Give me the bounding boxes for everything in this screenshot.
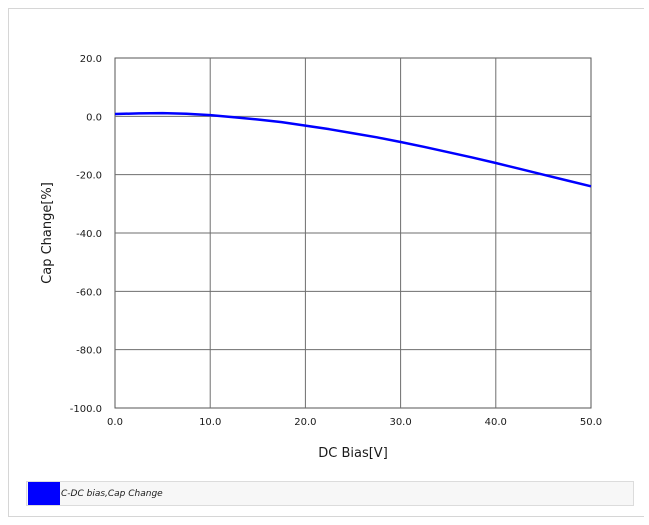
x-tick-label: 40.0 [485,417,507,428]
x-tick-label: 50.0 [580,417,602,428]
y-tick-label: 20.0 [80,54,102,65]
y-tick-label: -20.0 [76,171,102,182]
y-tick-label: 0.0 [86,112,102,123]
x-tick-label: 0.0 [107,417,123,428]
y-axis-title: Cap Change[%] [40,182,55,284]
tick-labels: 0.0 10.0 20.0 30.0 40.0 50.0 20.0 0.0 -20.0 -40.0… [70,54,602,428]
y-tick-label: -40.0 [76,229,102,240]
x-tick-label: 10.0 [199,417,221,428]
legend-swatch [28,482,60,505]
y-tick-label: -100.0 [70,404,102,415]
legend-label: C-DC bias,Cap Change [61,488,163,499]
series-line [114,111,592,188]
y-tick-label: -80.0 [76,346,102,357]
x-axis-title: DC Bias[V] [318,446,388,461]
series-layer [114,111,592,188]
y-tick-label: -60.0 [76,287,102,298]
legend: C-DC bias,Cap Change [26,481,634,506]
grid-lines [115,58,591,408]
x-tick-label: 20.0 [294,417,316,428]
x-tick-label: 30.0 [389,417,411,428]
